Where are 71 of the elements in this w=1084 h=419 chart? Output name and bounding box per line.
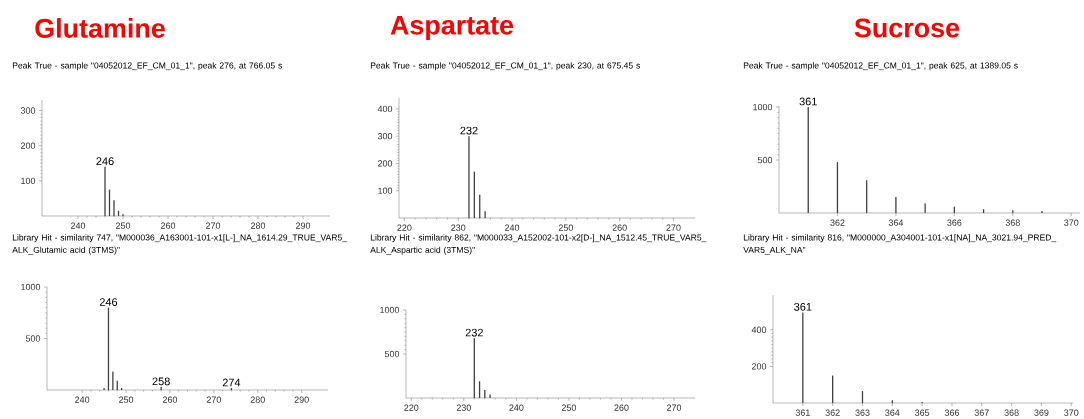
x-tick-label: 362 — [830, 219, 845, 226]
y-tick-label: 500 — [757, 156, 773, 164]
y-tick-label: 100 — [378, 187, 393, 194]
annotation: 361 — [799, 97, 817, 106]
x-tick-label: 270 — [666, 224, 681, 231]
x-tick-label: 250 — [561, 404, 577, 411]
x-tick-label: 250 — [115, 222, 131, 229]
annotation: 258 — [152, 377, 170, 386]
x-tick-label: 280 — [250, 396, 265, 403]
x-tick-label: 230 — [451, 224, 466, 231]
chart-title: Glutamine — [35, 18, 165, 38]
annotation: 274 — [222, 378, 241, 387]
y-tick-label: 1000 — [21, 283, 41, 291]
x-tick-label: 240 — [70, 222, 86, 229]
annotation: 361 — [794, 302, 812, 311]
chart-title: Library Hit - similarity 862, "M000033_A152002-101-x2[D-]_NA_1512.45_TRUE_VAR5_ALK_Aspartic acid (3TMS)" — [370, 234, 707, 255]
x-tick-label: 361 — [795, 409, 810, 416]
x-tick-label: 270 — [206, 396, 221, 403]
x-tick-label: 369 — [1034, 409, 1049, 416]
y-tick-label: 500 — [25, 335, 41, 342]
chart-title: Sucrose — [854, 18, 960, 38]
y-tick-label: 200 — [377, 160, 393, 167]
x-tick-label: 365 — [914, 409, 930, 416]
chart-subtitle: Peak True - sample "04052012_EF_CM_01_1", peak 276, at 766.05 s — [12, 62, 282, 71]
x-tick-label: 270 — [666, 404, 682, 411]
chart-title: Aspartate — [390, 15, 514, 41]
annotation: 246 — [99, 298, 118, 306]
x-tick-label: 370 — [1064, 409, 1079, 416]
annotation: 232 — [465, 328, 483, 337]
x-tick-label: 364 — [885, 409, 900, 416]
x-tick-label: 240 — [509, 404, 524, 411]
x-tick-label: 362 — [825, 409, 840, 416]
x-tick-label: 364 — [888, 219, 904, 226]
x-tick-label: 280 — [250, 222, 266, 229]
x-tick-label: 260 — [612, 224, 627, 231]
y-tick-label: 300 — [20, 107, 36, 114]
y-tick-label: 500 — [384, 350, 400, 358]
annotation: 232 — [460, 126, 478, 135]
x-tick-label: 368 — [1004, 409, 1019, 416]
x-tick-label: 260 — [160, 222, 176, 229]
chart-title: Library Hit - similarity 747, "M000036_A163001-101-x1[L-]_NA_1614.29_TRUE_VAR5_ALK_Glutamic acid (3TMS)" — [12, 234, 348, 255]
y-tick-label: 100 — [21, 177, 36, 185]
x-tick-label: 367 — [974, 409, 989, 416]
y-tick-label: 400 — [751, 326, 767, 333]
annotation: 246 — [96, 157, 114, 166]
y-tick-label: 400 — [377, 105, 393, 113]
x-tick-label: 260 — [614, 404, 629, 411]
x-tick-label: 260 — [162, 396, 178, 403]
x-tick-label: 290 — [295, 222, 311, 229]
chart-subtitle: Peak True - sample "04052012_EF_CM_01_1", peak 625, at 1389.05 s — [743, 62, 1018, 71]
x-tick-label: 290 — [294, 396, 309, 403]
x-tick-label: 250 — [558, 224, 573, 231]
x-tick-label: 368 — [1005, 219, 1020, 226]
x-tick-label: 230 — [456, 404, 471, 411]
x-tick-label: 220 — [404, 404, 419, 411]
x-tick-label: 240 — [75, 396, 90, 403]
y-tick-label: 200 — [751, 363, 767, 370]
x-tick-label: 366 — [947, 219, 962, 226]
x-tick-label: 240 — [505, 224, 520, 231]
x-tick-label: 250 — [119, 396, 134, 403]
y-tick-label: 1000 — [380, 306, 400, 314]
y-tick-label: 200 — [20, 142, 36, 149]
chart-subtitle: Peak True - sample "04052012_EF_CM_01_1", peak 230, at 675.45 s — [370, 62, 640, 71]
y-tick-label: 300 — [377, 133, 393, 140]
x-tick-label: 220 — [397, 224, 412, 231]
x-tick-label: 363 — [855, 409, 870, 416]
x-tick-label: 366 — [944, 409, 960, 416]
y-tick-label: 1000 — [753, 103, 773, 111]
chart-title: Library Hit - similarity 816, "M000000_A304001-101-x1[NA]_NA_3021.94_PRED_VAR5_ALK_NA" — [743, 234, 1057, 255]
x-tick-label: 270 — [205, 222, 221, 229]
x-tick-label: 370 — [1064, 219, 1079, 226]
